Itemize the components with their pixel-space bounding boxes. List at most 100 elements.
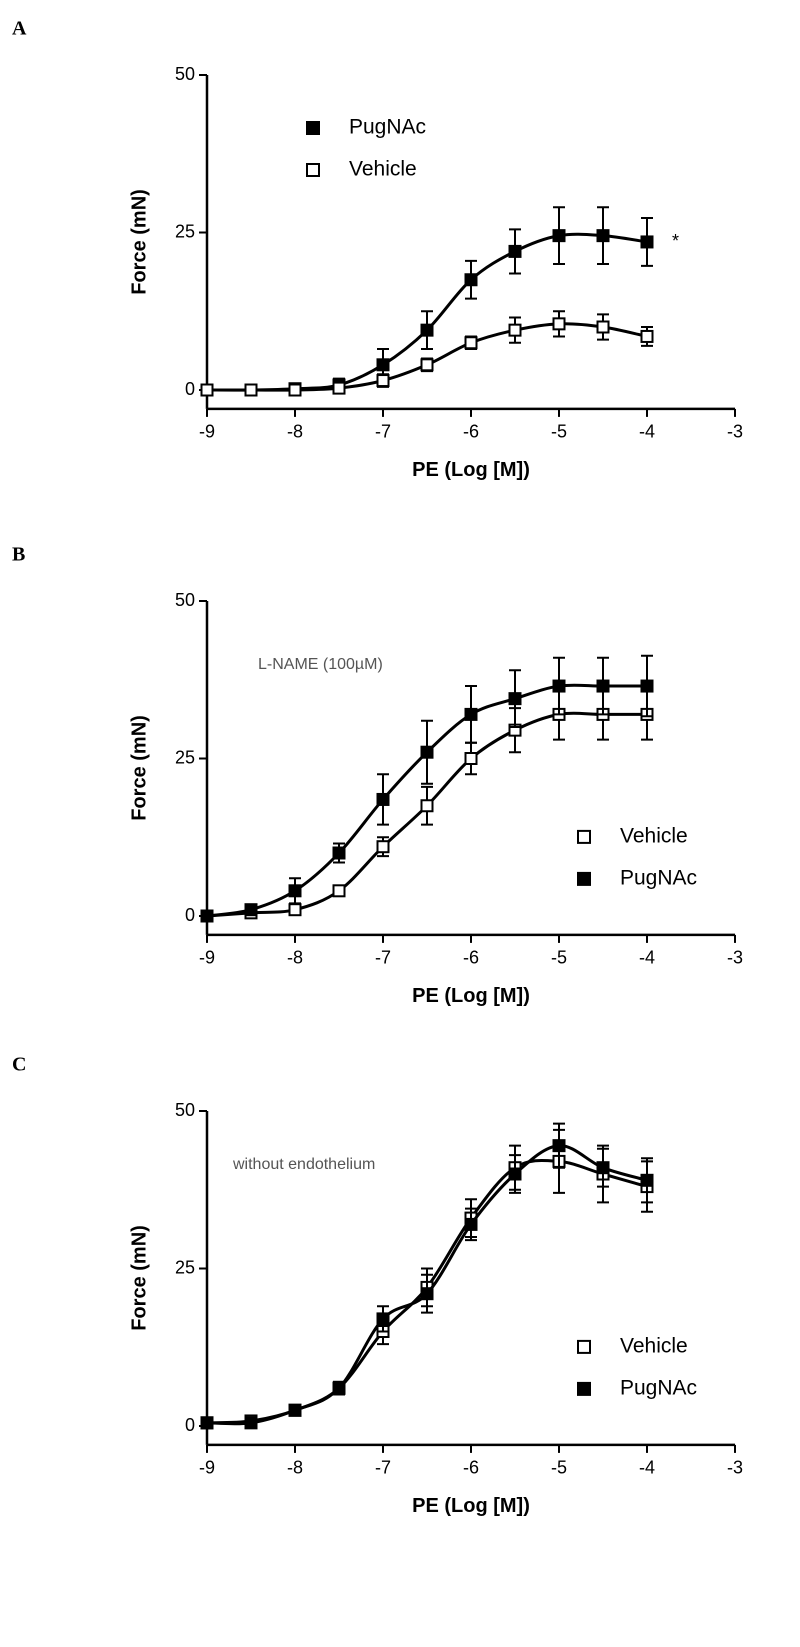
data-point: [200, 1416, 214, 1430]
data-point: [508, 692, 522, 706]
y-tick-label: 25: [175, 221, 195, 241]
legend-label: PugNAc: [620, 1376, 697, 1399]
x-tick-label: -3: [727, 1458, 743, 1478]
y-tick-label: 25: [175, 747, 195, 767]
x-axis-label: PE (Log [M]): [412, 459, 530, 481]
y-axis-label: Force (mN): [128, 715, 150, 821]
data-point: [376, 792, 390, 806]
x-tick-label: -6: [463, 948, 479, 968]
y-axis-label: Force (mN): [128, 1225, 150, 1331]
x-tick-label: -8: [287, 422, 303, 442]
legend-label: Vehicle: [349, 158, 417, 181]
legend-marker: [306, 163, 320, 177]
data-point: [200, 909, 214, 923]
annotation: without endothelium: [232, 1156, 375, 1173]
data-point: [464, 707, 478, 721]
data-point: [376, 374, 390, 388]
data-point: [288, 383, 302, 397]
data-point: [464, 336, 478, 350]
data-point: [552, 229, 566, 243]
legend-marker: [577, 1381, 591, 1396]
data-point: [640, 679, 654, 693]
data-point: [200, 383, 214, 397]
x-tick-label: -9: [199, 948, 215, 968]
x-tick-label: -5: [551, 422, 567, 442]
x-axis-label: PE (Log [M]): [412, 1495, 530, 1517]
data-point: [420, 1287, 434, 1301]
data-point: [596, 679, 610, 693]
data-point: [552, 679, 566, 693]
x-tick-label: -5: [551, 948, 567, 968]
data-point: [288, 903, 302, 917]
data-point: [552, 1139, 566, 1153]
data-point: [420, 799, 434, 813]
data-point: [464, 1217, 478, 1231]
data-point: [508, 244, 522, 258]
y-tick-label: 0: [185, 905, 195, 925]
x-tick-label: -6: [463, 422, 479, 442]
legend-label: Vehicle: [620, 1334, 688, 1357]
panel-label: C: [12, 1054, 26, 1076]
data-point: [332, 846, 346, 860]
data-point: [596, 1161, 610, 1175]
data-point: [244, 383, 258, 397]
data-point: [420, 745, 434, 759]
data-point: [640, 329, 654, 343]
data-point: [244, 1416, 258, 1430]
data-point: [596, 229, 610, 243]
data-point: [332, 1381, 346, 1395]
x-tick-label: -6: [463, 1458, 479, 1478]
data-point: [420, 323, 434, 337]
x-tick-label: -8: [287, 948, 303, 968]
x-tick-label: -9: [199, 422, 215, 442]
x-tick-label: -7: [375, 1458, 391, 1478]
y-tick-label: 0: [185, 1415, 195, 1435]
x-tick-label: -3: [727, 422, 743, 442]
legend-marker: [306, 121, 320, 135]
y-tick-label: 0: [185, 379, 195, 399]
data-point: [508, 1167, 522, 1181]
data-point: [288, 884, 302, 898]
data-point: [332, 884, 346, 898]
data-point: [376, 1312, 390, 1326]
data-point: [244, 903, 258, 917]
x-axis-label: PE (Log [M]): [412, 985, 530, 1007]
x-tick-label: -4: [639, 948, 655, 968]
data-point: [376, 840, 390, 854]
x-tick-label: -7: [375, 948, 391, 968]
x-tick-label: -7: [375, 422, 391, 442]
x-tick-label: -4: [639, 422, 655, 442]
x-tick-label: -5: [551, 1458, 567, 1478]
data-point: [332, 381, 346, 395]
legend-marker: [577, 871, 591, 886]
data-point: [640, 1173, 654, 1187]
annotation: L-NAME (100µM): [258, 656, 383, 673]
data-point: [464, 752, 478, 765]
legend-marker: [577, 1339, 591, 1354]
legend-label: PugNAc: [620, 866, 697, 889]
annotation: *: [672, 231, 679, 251]
legend-label: Vehicle: [620, 824, 688, 847]
legend-marker: [577, 829, 591, 844]
data-point: [288, 1403, 302, 1417]
panel-label: B: [12, 544, 25, 566]
legend-label: PugNAc: [349, 116, 426, 139]
data-point: [596, 320, 610, 334]
x-tick-label: -8: [287, 1458, 303, 1478]
panel-label: A: [12, 18, 27, 40]
data-point: [420, 358, 434, 372]
x-tick-label: -9: [199, 1458, 215, 1478]
data-point: [508, 323, 522, 337]
x-tick-label: -3: [727, 948, 743, 968]
y-tick-label: 25: [175, 1257, 195, 1277]
data-point: [640, 235, 654, 249]
x-tick-label: -4: [639, 1458, 655, 1478]
y-axis-label: Force (mN): [128, 189, 150, 295]
data-point: [464, 273, 478, 287]
data-point: [376, 358, 390, 372]
data-point: [552, 317, 566, 331]
y-tick-label: 50: [175, 1100, 195, 1120]
y-tick-label: 50: [175, 64, 195, 84]
y-tick-label: 50: [175, 590, 195, 610]
